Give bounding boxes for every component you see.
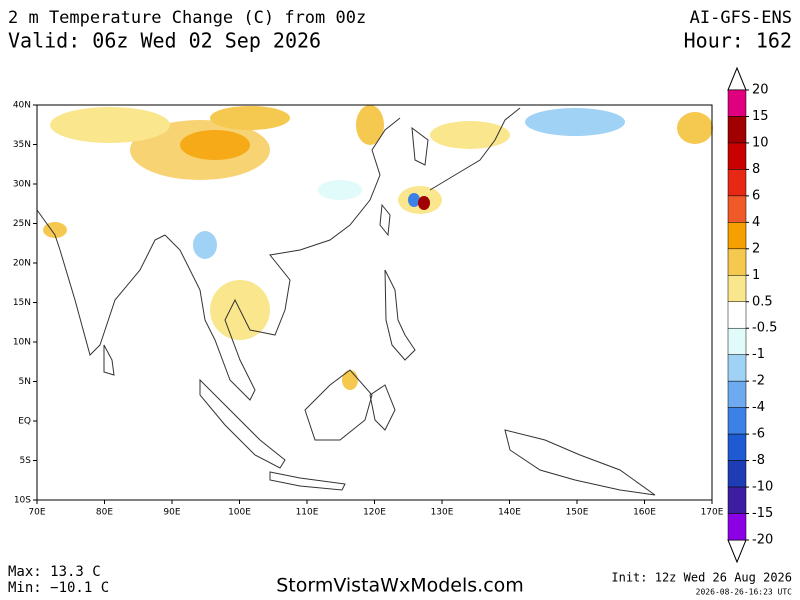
valid-time: Valid: 06z Wed 02 Sep 2026	[8, 29, 321, 53]
forecast-hour: Hour: 162	[684, 29, 792, 53]
colorbar-bin	[727, 513, 747, 541]
timestamp: 2026-08-26-16:23 UTC	[696, 588, 793, 597]
colorbar-bin	[727, 354, 747, 382]
y-tick-label: 15N	[13, 298, 31, 308]
colorbar-label: 4	[752, 215, 760, 230]
colorbar-bin	[727, 116, 747, 144]
y-tick-label: EQ	[18, 417, 31, 427]
colorbar-label: -4	[752, 400, 765, 415]
colorbar-bin	[727, 195, 747, 223]
colorbar-bin	[727, 142, 747, 170]
anomaly-field	[43, 105, 713, 390]
colorbar-label: -0.5	[752, 321, 777, 336]
colorbar-arrow-top	[727, 66, 747, 91]
colorbar-label: 20	[752, 83, 769, 98]
colorbar-bin	[727, 248, 747, 276]
x-tick-label: 100E	[228, 508, 251, 518]
colorbar-label: -15	[752, 506, 773, 521]
x-tick-label: 110E	[296, 508, 319, 518]
colorbar-label: 0.5	[752, 294, 773, 309]
colorbar-bin	[727, 380, 747, 408]
colorbar-bin	[727, 301, 747, 329]
x-tick-label: 160E	[633, 508, 656, 518]
y-tick-label: 5S	[20, 456, 32, 466]
colorbar-label: -10	[752, 480, 773, 495]
map-frame	[36, 104, 713, 501]
colorbar-label: 6	[752, 188, 760, 203]
init-time: Init: 12z Wed 26 Aug 2026	[611, 571, 792, 585]
x-tick-label: 150E	[566, 508, 589, 518]
y-tick-label: 40N	[13, 101, 31, 111]
colorbar-label: -1	[752, 347, 765, 362]
colorbar-bin	[727, 89, 747, 117]
site-name: StormVistaWxModels.com	[276, 575, 524, 597]
colorbar-label: 8	[752, 162, 760, 177]
colorbar-label: -2	[752, 374, 765, 389]
colorbar-label: 15	[752, 109, 769, 124]
max-value: Max: 13.3 C	[8, 564, 101, 580]
colorbar-bin	[727, 275, 747, 303]
colorbar-label: 2	[752, 241, 760, 256]
colorbar-bin	[727, 460, 747, 488]
colorbar-label: 10	[752, 135, 769, 150]
y-tick-label: 30N	[13, 180, 31, 190]
colorbar-bin	[727, 222, 747, 250]
y-tick-label: 10N	[13, 338, 31, 348]
x-tick-label: 140E	[498, 508, 521, 518]
x-tick-label: 70E	[28, 508, 45, 518]
title: 2 m Temperature Change (C) from 00z	[8, 8, 366, 28]
colorbar-bin	[727, 169, 747, 197]
y-tick-label: 35N	[13, 140, 31, 150]
colorbar-bin	[727, 486, 747, 514]
colorbar-bin	[727, 433, 747, 461]
y-tick-label: 20N	[13, 259, 31, 269]
y-tick-label: 25N	[13, 219, 31, 229]
model-name: AI-GFS-ENS	[690, 8, 792, 28]
min-value: Min: −10.1 C	[8, 580, 109, 596]
colorbar-label: -6	[752, 427, 765, 442]
y-tick-label: 5N	[19, 377, 31, 387]
x-tick-label: 90E	[163, 508, 180, 518]
colorbar-label: -8	[752, 453, 765, 468]
colorbar-label: 1	[752, 268, 760, 283]
x-tick-label: 80E	[96, 508, 113, 518]
colorbar-label: -20	[752, 533, 773, 548]
y-tick-label: 10S	[14, 496, 31, 506]
x-tick-label: 170E	[701, 508, 724, 518]
x-tick-label: 130E	[431, 508, 454, 518]
colorbar-bin	[727, 407, 747, 435]
x-tick-label: 120E	[363, 508, 386, 518]
colorbar-arrow-bottom	[727, 539, 747, 564]
coastlines	[36, 107, 656, 496]
colorbar-bin	[727, 327, 747, 355]
